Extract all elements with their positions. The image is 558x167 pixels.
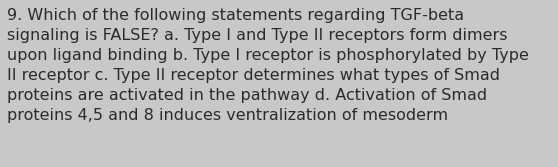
Text: 9. Which of the following statements regarding TGF-beta
signaling is FALSE? a. T: 9. Which of the following statements reg…: [7, 8, 529, 123]
